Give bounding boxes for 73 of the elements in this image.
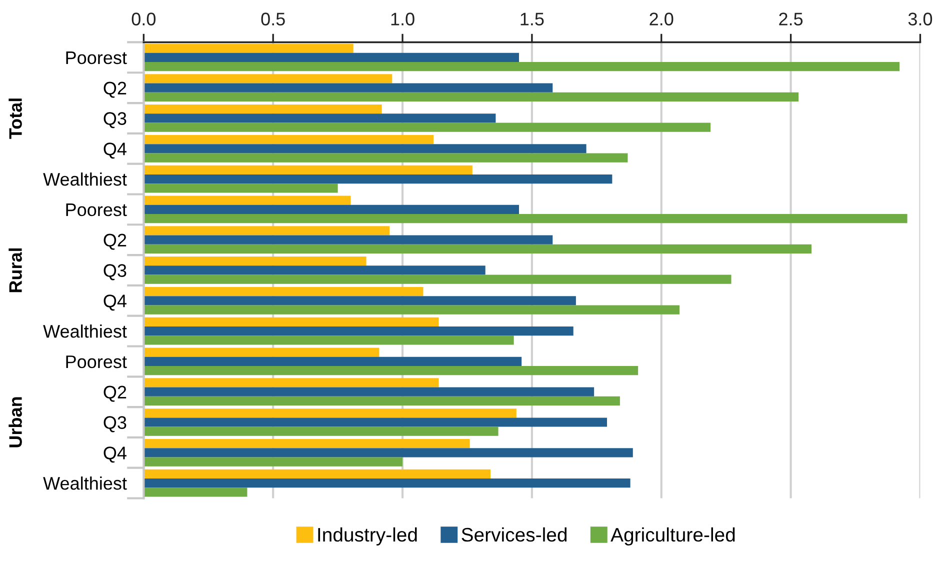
y-tick-label: Q4 [104, 142, 126, 159]
bar [144, 457, 403, 466]
bar [144, 438, 470, 448]
bar [144, 174, 612, 184]
bar [144, 52, 519, 62]
y-tick-label: Poorest [66, 356, 127, 368]
bar [144, 274, 732, 284]
bar [144, 286, 424, 296]
x-tick-label: 1.5 [520, 12, 544, 26]
x-tick-label: 2.0 [650, 12, 674, 26]
bar [144, 387, 594, 396]
y-tick-label: Q4 [104, 294, 126, 311]
bar [144, 266, 486, 275]
bar [144, 378, 439, 388]
bar [144, 488, 248, 497]
y-tick-label: Q2 [104, 234, 126, 250]
bar [144, 153, 628, 162]
x-tick-label: 3.0 [908, 12, 932, 26]
bar [144, 478, 630, 488]
x-tick-label: 0.5 [261, 12, 285, 26]
bar [144, 214, 908, 224]
bar [144, 144, 586, 154]
bar [144, 426, 498, 436]
bar [144, 336, 514, 345]
bar [144, 83, 553, 92]
x-tick-label: 0.0 [132, 12, 156, 26]
text: Rural [8, 248, 22, 292]
bar [144, 165, 472, 174]
bar [144, 184, 338, 193]
bar [144, 305, 680, 314]
bar [144, 366, 638, 376]
legend-label: Agriculture-led [610, 527, 735, 546]
y-tick-label: Q3 [104, 264, 126, 280]
legend-label: Industry-led [318, 527, 417, 546]
bar [144, 74, 392, 84]
bar [144, 114, 496, 123]
bar [144, 62, 900, 72]
bar [144, 244, 812, 254]
y-tick-label: Wealthiest [43, 172, 127, 186]
bar [144, 296, 576, 306]
text: Total [8, 98, 22, 139]
bar [144, 122, 711, 132]
text: Urban [8, 397, 22, 448]
bar [144, 256, 366, 266]
bar [144, 396, 620, 406]
bar [144, 356, 522, 366]
bar [144, 92, 799, 102]
y-tick-label: Q2 [104, 82, 126, 98]
x-tick-label: 1.0 [391, 12, 414, 26]
bar [144, 204, 519, 214]
bar [144, 317, 439, 326]
y-tick-label: Poorest [66, 204, 127, 216]
bar [144, 326, 574, 336]
bar [144, 44, 354, 53]
y-tick-label: Q3 [104, 416, 126, 432]
bar [144, 104, 382, 114]
y-tick-label: Q3 [104, 112, 126, 128]
bar [144, 469, 491, 478]
bar [144, 348, 380, 357]
bar [144, 134, 434, 144]
bar [144, 196, 351, 205]
bar [144, 226, 390, 236]
bar [144, 418, 608, 427]
bar [144, 448, 633, 458]
y-tick-label: Wealthiest [43, 324, 127, 338]
y-tick-label: Q4 [104, 446, 126, 463]
y-tick-label: Wealthiest [43, 476, 127, 490]
bar [144, 408, 516, 418]
y-tick-label: Poorest [66, 52, 127, 64]
bar [144, 235, 553, 244]
y-tick-label: Q2 [104, 386, 126, 402]
x-tick-label: 2.5 [779, 12, 803, 26]
legend-label: Services-led [462, 527, 567, 542]
